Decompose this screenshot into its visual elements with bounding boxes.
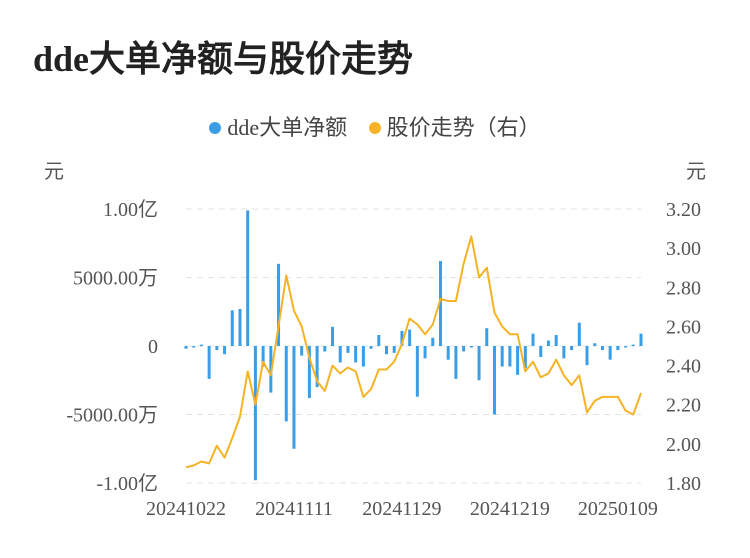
bar	[400, 330, 404, 346]
legend: dde大单净额 股价走势（右）	[0, 110, 750, 142]
legend-label-dde: dde大单净额	[227, 115, 348, 140]
bar	[346, 346, 350, 353]
bar	[315, 346, 319, 388]
right-tick-label: 2.60	[666, 316, 701, 338]
bar	[500, 346, 504, 367]
bar	[546, 340, 550, 346]
right-tick-label: 2.20	[666, 395, 701, 417]
bar	[570, 346, 574, 351]
bar	[392, 346, 396, 353]
right-tick-label: 1.80	[666, 473, 701, 495]
bar	[246, 210, 250, 346]
left-tick-label: 5000.00万	[73, 268, 158, 290]
axis-labels: 1.00亿 5000.00万 0 -5000.00万 -1.00亿 3.20 3.00 2.8…	[44, 161, 706, 520]
left-tick-label: -5000.00万	[66, 405, 158, 427]
left-tick-label: 0	[148, 336, 158, 358]
bar	[523, 346, 527, 368]
bar	[593, 343, 597, 346]
bar	[385, 346, 389, 355]
bar	[408, 329, 412, 346]
bar	[277, 263, 281, 346]
bar	[261, 346, 265, 367]
left-tick-label: 1.00亿	[103, 198, 158, 221]
legend-dot-price	[368, 121, 381, 134]
bar	[215, 346, 219, 351]
bar	[423, 346, 427, 359]
right-tick-label: 3.00	[666, 238, 701, 260]
bar	[184, 346, 188, 349]
bar	[300, 346, 304, 356]
bar	[354, 346, 358, 363]
x-tick-label: 20241129	[362, 498, 441, 520]
bar-series	[184, 210, 643, 481]
bar	[469, 346, 473, 348]
right-tick-label: 2.40	[666, 356, 701, 378]
bar	[508, 346, 512, 367]
bar	[616, 346, 620, 351]
left-tick-label: -1.00亿	[96, 472, 158, 495]
bar	[585, 346, 589, 366]
bar	[192, 346, 196, 348]
bar	[624, 346, 628, 348]
legend-dot-dde	[209, 121, 222, 134]
bar	[238, 309, 242, 346]
bar	[307, 346, 311, 399]
bar	[323, 346, 327, 352]
right-tick-label: 2.80	[666, 277, 701, 299]
bar	[230, 310, 234, 346]
bar	[446, 346, 450, 360]
bar	[577, 322, 581, 346]
bar	[554, 335, 558, 346]
bar	[485, 328, 489, 346]
legend-label-price: 股价走势（右）	[386, 115, 541, 140]
left-axis-unit: 元	[44, 161, 64, 183]
line-series	[185, 235, 642, 469]
bar	[631, 344, 635, 347]
bar	[462, 346, 466, 352]
bar	[531, 333, 535, 346]
x-tick-label: 20250109	[578, 498, 658, 520]
x-tick-label: 20241219	[470, 498, 550, 520]
bar	[199, 344, 203, 347]
bar	[492, 346, 496, 415]
price-line	[185, 235, 642, 469]
bar	[454, 346, 458, 379]
bar	[338, 346, 342, 363]
right-tick-label: 2.00	[666, 434, 701, 456]
bar	[438, 261, 442, 346]
bar	[361, 346, 365, 367]
bar	[292, 346, 296, 449]
bar	[639, 333, 643, 346]
x-tick-label: 20241111	[255, 498, 333, 520]
bar	[207, 346, 211, 379]
right-tick-label: 3.20	[666, 199, 701, 221]
bar	[562, 346, 566, 359]
legend-item-dde[interactable]: dde大单净额	[209, 110, 347, 142]
bar	[331, 326, 335, 346]
bar	[284, 346, 288, 422]
bar	[431, 337, 435, 346]
bar	[516, 346, 520, 375]
bar	[223, 346, 227, 355]
x-tick-label: 20241022	[146, 498, 226, 520]
bar	[600, 346, 604, 351]
bar	[253, 346, 257, 481]
bar	[608, 346, 612, 360]
bar	[539, 346, 543, 357]
bar	[477, 346, 481, 381]
bar	[369, 346, 373, 349]
bar	[415, 346, 419, 397]
legend-item-price[interactable]: 股价走势（右）	[368, 110, 541, 142]
right-axis-unit: 元	[686, 161, 706, 183]
chart-title: dde大单净额与股价走势	[33, 39, 414, 79]
bar	[377, 335, 381, 346]
